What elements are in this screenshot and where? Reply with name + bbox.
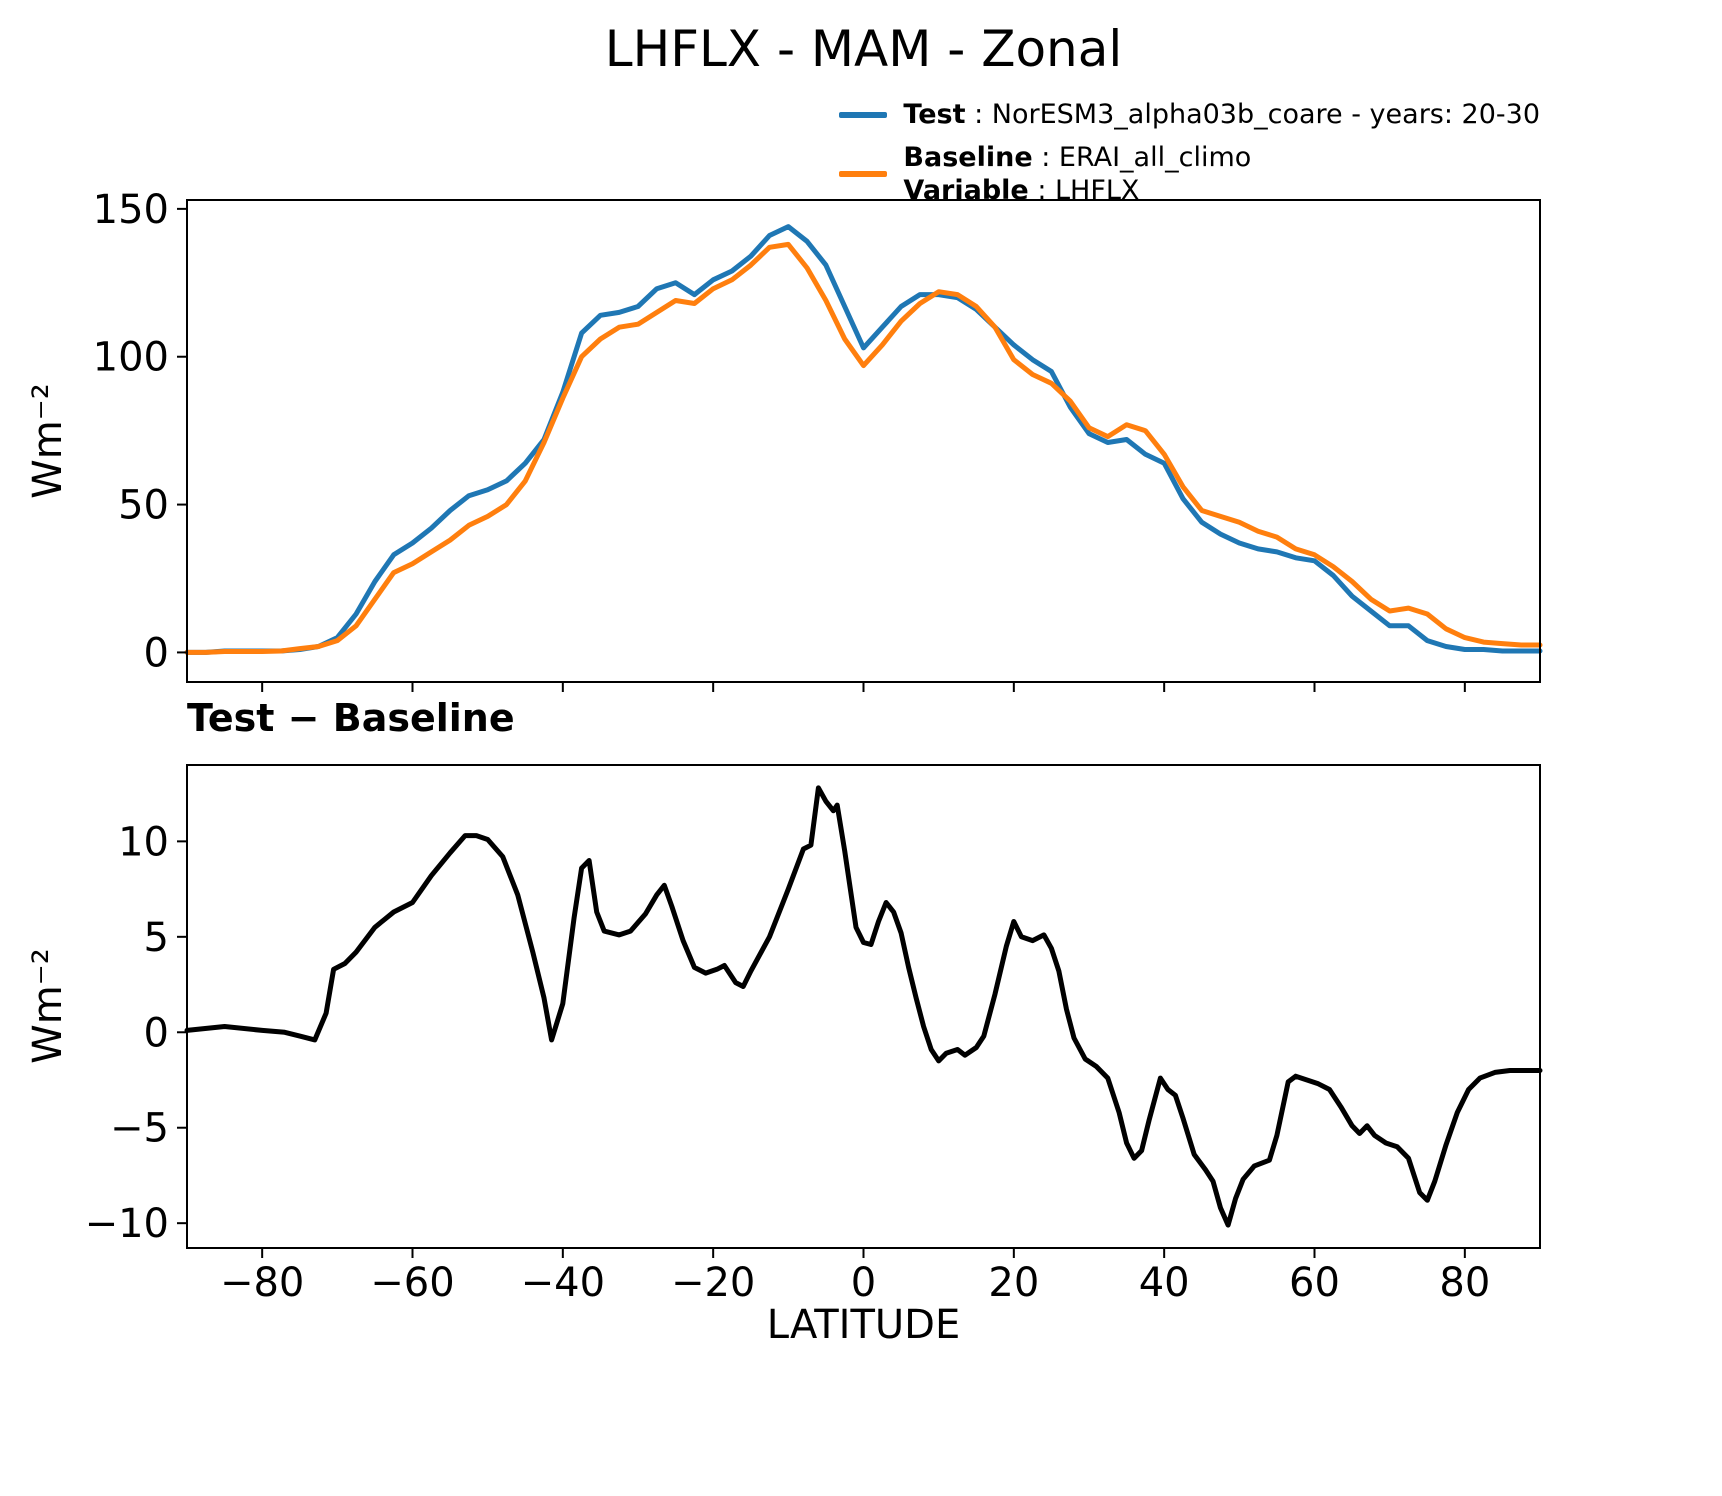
- y-tick-label: 0: [144, 630, 169, 676]
- legend-baseline-value: : ERAI_all_climo: [1032, 142, 1252, 173]
- x-tick-label: −80: [220, 1260, 304, 1306]
- x-tick-label: 40: [1139, 1260, 1190, 1306]
- test-line-swatch: [839, 111, 888, 118]
- y-tick-label: 100: [93, 335, 169, 381]
- y-tick-label: 5: [144, 915, 169, 961]
- x-tick-label: 60: [1289, 1260, 1340, 1306]
- x-tick-label: 80: [1439, 1260, 1490, 1306]
- y-tick-label: −10: [85, 1201, 169, 1247]
- x-tick-label: −40: [521, 1260, 605, 1306]
- y-tick-label: 0: [144, 1010, 169, 1056]
- y-tick-label: 10: [118, 819, 169, 865]
- diff-panel-title: Test − Baseline: [187, 696, 515, 740]
- x-tick-label: 20: [988, 1260, 1039, 1306]
- panel-top: 0 50 100 150: [93, 187, 1543, 692]
- y-ticks-top: 0 50 100 150: [93, 187, 187, 676]
- baseline-line-swatch: [839, 171, 888, 177]
- x-ticks-top: [261, 682, 1466, 692]
- legend-baseline-name: Baseline: [903, 142, 1033, 173]
- plot-frame-top: [186, 199, 1541, 683]
- x-tick-label: −60: [370, 1260, 454, 1306]
- x-tick-label: −20: [671, 1260, 755, 1306]
- y-tick-label: 50: [118, 483, 169, 529]
- legend-item-test: Test : NorESM3_alpha03b_coare - years: 2…: [839, 98, 1540, 131]
- legend-label-test: Test : NorESM3_alpha03b_coare - years: 2…: [903, 98, 1540, 131]
- plot-frame-bottom: [186, 764, 1541, 1249]
- panel-bottom: −80 −60 −40 −20 0 20 40 60 80 −10 −5 0 5 10: [85, 764, 1543, 1306]
- y-tick-label: −5: [110, 1106, 169, 1152]
- legend-test-value: : NorESM3_alpha03b_coare - years: 20-30: [965, 99, 1540, 130]
- x-axis-label: LATITUDE: [766, 1302, 961, 1348]
- line-baseline: [184, 241, 1543, 655]
- x-ticks-bottom: −80 −60 −40 −20 0 20 40 60 80: [220, 1248, 1490, 1306]
- x-tick-label: 0: [851, 1260, 876, 1306]
- line-test-baseline: [184, 785, 1543, 1228]
- legend-test-name: Test: [903, 99, 966, 130]
- chart-title: LHFLX - MAM - Zonal: [604, 20, 1123, 78]
- y-tick-label: 150: [93, 187, 169, 233]
- y-ticks-bottom: −10 −5 0 5 10: [85, 819, 187, 1247]
- line-test: [184, 224, 1543, 655]
